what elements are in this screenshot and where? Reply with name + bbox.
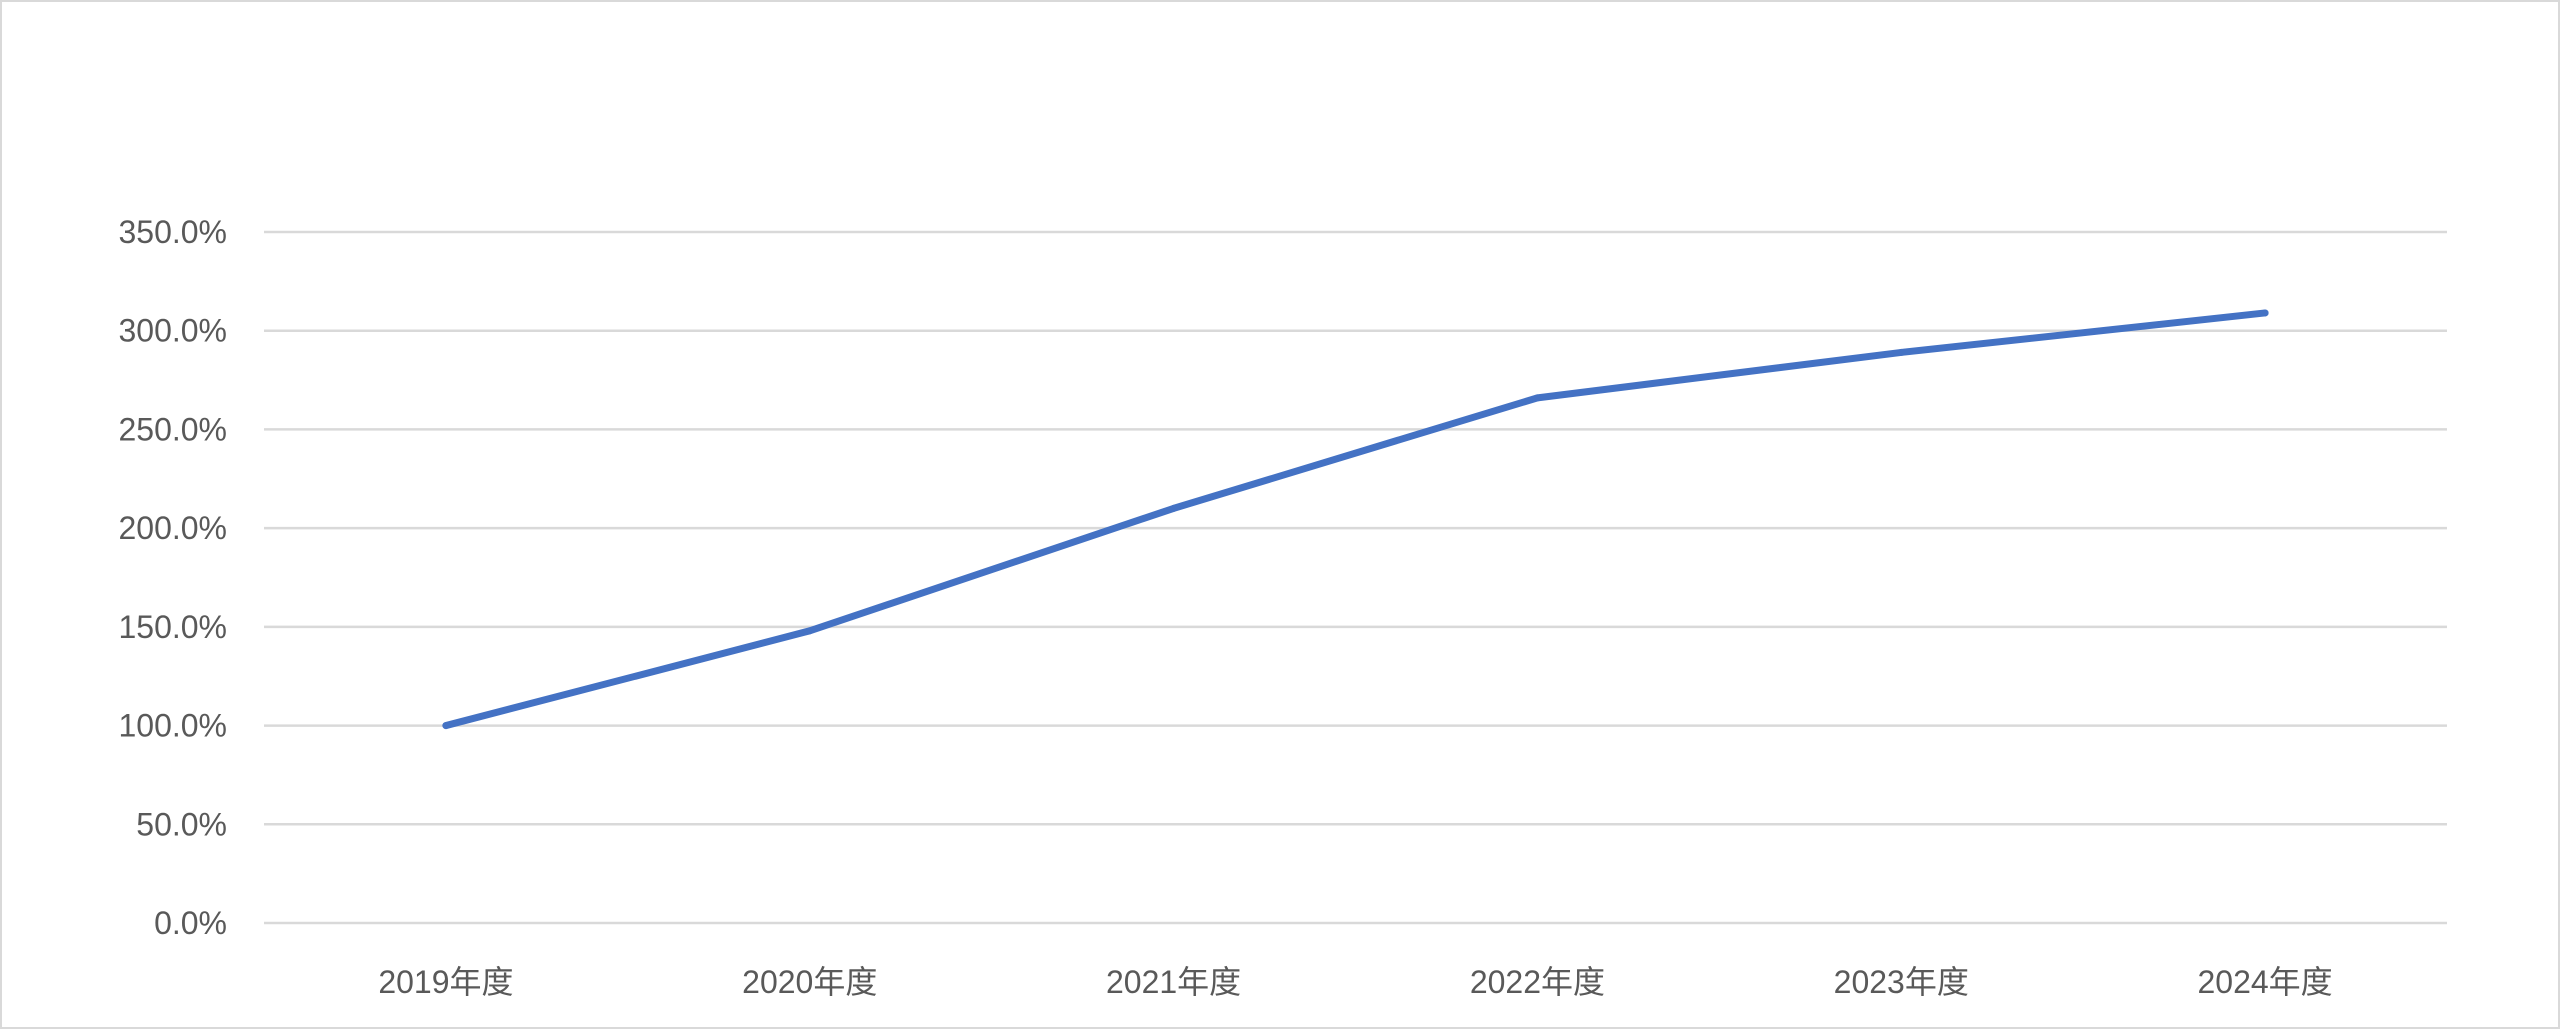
- y-tick-label: 0.0%: [154, 905, 227, 941]
- gridlines: [264, 230, 2447, 925]
- x-tick-label: 2021年度: [1106, 964, 1241, 1000]
- y-axis-tick-labels: 0.0% 50.0% 100.0% 150.0% 200.0% 250.0% 300.0% 3…: [118, 214, 227, 941]
- y-tick-label: 100.0%: [118, 708, 227, 744]
- data-point: [442, 722, 450, 730]
- y-tick-label: 150.0%: [118, 609, 227, 645]
- x-tick-label: 2019年度: [378, 964, 513, 1000]
- y-tick-label: 350.0%: [118, 214, 227, 250]
- x-axis-tick-labels: 2019年度 2020年度 2021年度 2022年度 2023年度 2024年度: [378, 964, 2332, 1000]
- data-point: [1897, 348, 1905, 356]
- x-tick-label: 2024年度: [2197, 964, 2332, 1000]
- x-tick-label: 2022年度: [1470, 964, 1605, 1000]
- x-tick-label: 2020年度: [742, 964, 877, 1000]
- data-point: [1533, 394, 1541, 402]
- data-point: [1170, 504, 1178, 512]
- series-line: [442, 309, 2269, 730]
- x-tick-label: 2023年度: [1834, 964, 1969, 1000]
- series-lines: [442, 309, 2269, 730]
- y-tick-label: 300.0%: [118, 313, 227, 349]
- y-tick-label: 50.0%: [136, 806, 227, 842]
- y-tick-label: 200.0%: [118, 510, 227, 546]
- data-point: [806, 627, 814, 635]
- y-tick-label: 250.0%: [118, 411, 227, 447]
- data-point: [2261, 309, 2269, 317]
